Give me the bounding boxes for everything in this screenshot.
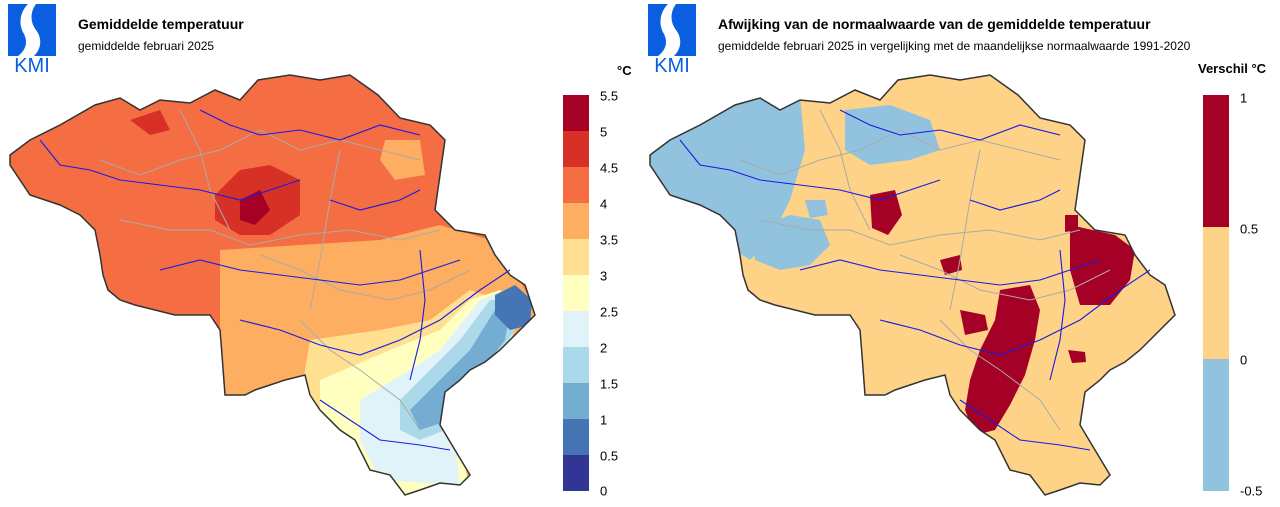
- belgium-anomaly-map: [649, 74, 1176, 496]
- temperature-map-panel: KMI Gemiddelde temperatuur gemiddelde fe…: [6, 4, 632, 499]
- svg-text:KMI: KMI: [654, 55, 690, 74]
- map-title: Afwijking van de normaalwaarde van de ge…: [718, 16, 1151, 32]
- anomaly-map-panel: KMI Afwijking van de normaalwaarde van d…: [640, 0, 1280, 507]
- legend-tick: 0: [1240, 352, 1248, 368]
- kmi-logo: KMI: [6, 4, 58, 77]
- legend-tick: 5: [600, 124, 608, 140]
- kmi-logo: KMI: [646, 4, 698, 77]
- legend-tick: 0.5: [600, 448, 619, 464]
- legend-tick: 5.5: [600, 88, 619, 104]
- belgium-temperature-map: [9, 74, 536, 496]
- legend-tick: 1: [1240, 90, 1248, 106]
- legend-tick: 3: [600, 268, 608, 284]
- legend-unit: °C: [617, 63, 632, 78]
- map-title: Gemiddelde temperatuur: [78, 16, 244, 32]
- svg-text:KMI: KMI: [14, 55, 50, 74]
- legend-tick: 0: [600, 483, 608, 499]
- legend-tick: 2.5: [600, 304, 619, 320]
- legend-tick: 0.5: [1240, 221, 1259, 237]
- legend-tick: 3.5: [600, 232, 619, 248]
- map-subtitle: gemiddelde februari 2025: [78, 39, 215, 53]
- legend-unit: Verschil °C: [1198, 61, 1267, 76]
- legend-tick: -0.5: [1240, 483, 1263, 499]
- legend-tick: 2: [600, 340, 608, 356]
- color-legend: [1203, 95, 1229, 491]
- legend-tick: 1.5: [600, 376, 619, 392]
- legend-tick: 4: [600, 196, 608, 212]
- map-subtitle: gemiddelde februari 2025 in vergelijking…: [718, 39, 1191, 53]
- legend-tick: 4.5: [600, 160, 619, 176]
- color-legend: [563, 95, 589, 491]
- legend-tick: 1: [600, 412, 608, 428]
